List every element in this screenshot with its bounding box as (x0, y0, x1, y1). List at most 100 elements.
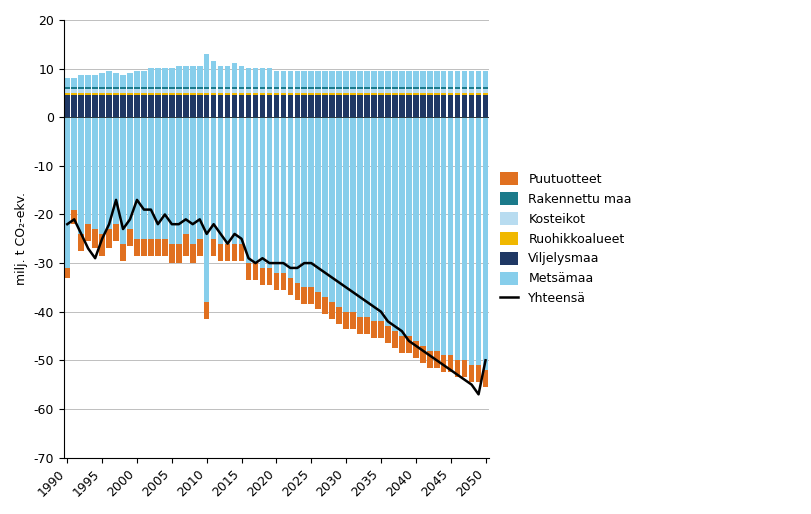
Bar (246, 263, 251, 280)
Bar (99, 234, 105, 256)
Bar (469, 70, 474, 86)
Bar (329, 302, 335, 319)
Bar (99, 96, 105, 117)
Bar (232, 244, 238, 261)
Bar (85, 93, 91, 96)
Bar (176, 66, 182, 86)
Bar (267, 96, 272, 117)
Bar (79, 234, 84, 251)
Bar (469, 86, 474, 89)
Bar (371, 89, 377, 93)
Bar (120, 86, 126, 89)
Bar (218, 89, 223, 93)
Bar (329, 86, 335, 89)
Bar (483, 370, 488, 387)
Bar (420, 346, 426, 363)
Bar (238, 96, 244, 117)
Bar (343, 311, 349, 329)
Bar (378, 117, 384, 321)
Bar (343, 117, 349, 311)
Bar (183, 234, 189, 256)
Bar (329, 89, 335, 93)
Bar (148, 68, 154, 86)
Bar (441, 96, 447, 117)
Bar (469, 117, 474, 365)
Bar (323, 117, 328, 297)
Bar (329, 70, 335, 86)
Bar (190, 89, 195, 93)
Bar (253, 68, 258, 86)
Bar (120, 93, 126, 96)
Bar (483, 96, 488, 117)
Bar (323, 70, 328, 86)
Bar (364, 86, 370, 89)
Bar (85, 117, 91, 224)
Bar (134, 93, 139, 96)
Bar (148, 239, 154, 256)
Bar (315, 86, 321, 89)
Bar (337, 86, 342, 89)
Bar (392, 331, 397, 348)
Bar (114, 73, 119, 86)
Bar (79, 86, 84, 89)
Bar (434, 351, 440, 368)
Bar (288, 93, 293, 96)
Bar (120, 117, 126, 244)
Y-axis label: milj. t CO₂-ekv.: milj. t CO₂-ekv. (15, 192, 28, 285)
Bar (65, 93, 70, 96)
Bar (392, 70, 397, 86)
Bar (267, 117, 272, 268)
Bar (343, 93, 349, 96)
Bar (225, 117, 230, 244)
Bar (461, 70, 467, 86)
Bar (281, 86, 286, 89)
Bar (225, 66, 230, 86)
Bar (246, 86, 251, 89)
Bar (392, 93, 397, 96)
Bar (260, 89, 265, 93)
Bar (162, 68, 168, 86)
Bar (155, 89, 161, 93)
Bar (476, 70, 482, 86)
Bar (232, 86, 238, 89)
Bar (420, 96, 426, 117)
Bar (267, 89, 272, 93)
Bar (371, 86, 377, 89)
Bar (183, 89, 189, 93)
Bar (308, 287, 314, 304)
Bar (134, 117, 139, 239)
Bar (483, 117, 488, 370)
Bar (176, 117, 182, 244)
Bar (294, 283, 300, 300)
Bar (288, 278, 293, 295)
Bar (273, 273, 279, 290)
Bar (65, 96, 70, 117)
Bar (288, 117, 293, 278)
Bar (420, 93, 426, 96)
Bar (413, 86, 418, 89)
Bar (441, 356, 447, 373)
Bar (461, 93, 467, 96)
Bar (85, 96, 91, 117)
Bar (141, 93, 147, 96)
Bar (476, 365, 482, 382)
Bar (204, 93, 209, 96)
Bar (399, 336, 405, 353)
Bar (134, 239, 139, 256)
Bar (190, 117, 195, 244)
Bar (337, 89, 342, 93)
Bar (358, 89, 363, 93)
Bar (190, 86, 195, 89)
Bar (106, 86, 112, 89)
Bar (448, 89, 453, 93)
Bar (323, 96, 328, 117)
Bar (85, 89, 91, 93)
Bar (114, 86, 119, 89)
Bar (267, 68, 272, 86)
Bar (176, 86, 182, 89)
Bar (323, 297, 328, 314)
Bar (79, 93, 84, 96)
Bar (413, 96, 418, 117)
Bar (106, 229, 112, 248)
Bar (114, 224, 119, 241)
